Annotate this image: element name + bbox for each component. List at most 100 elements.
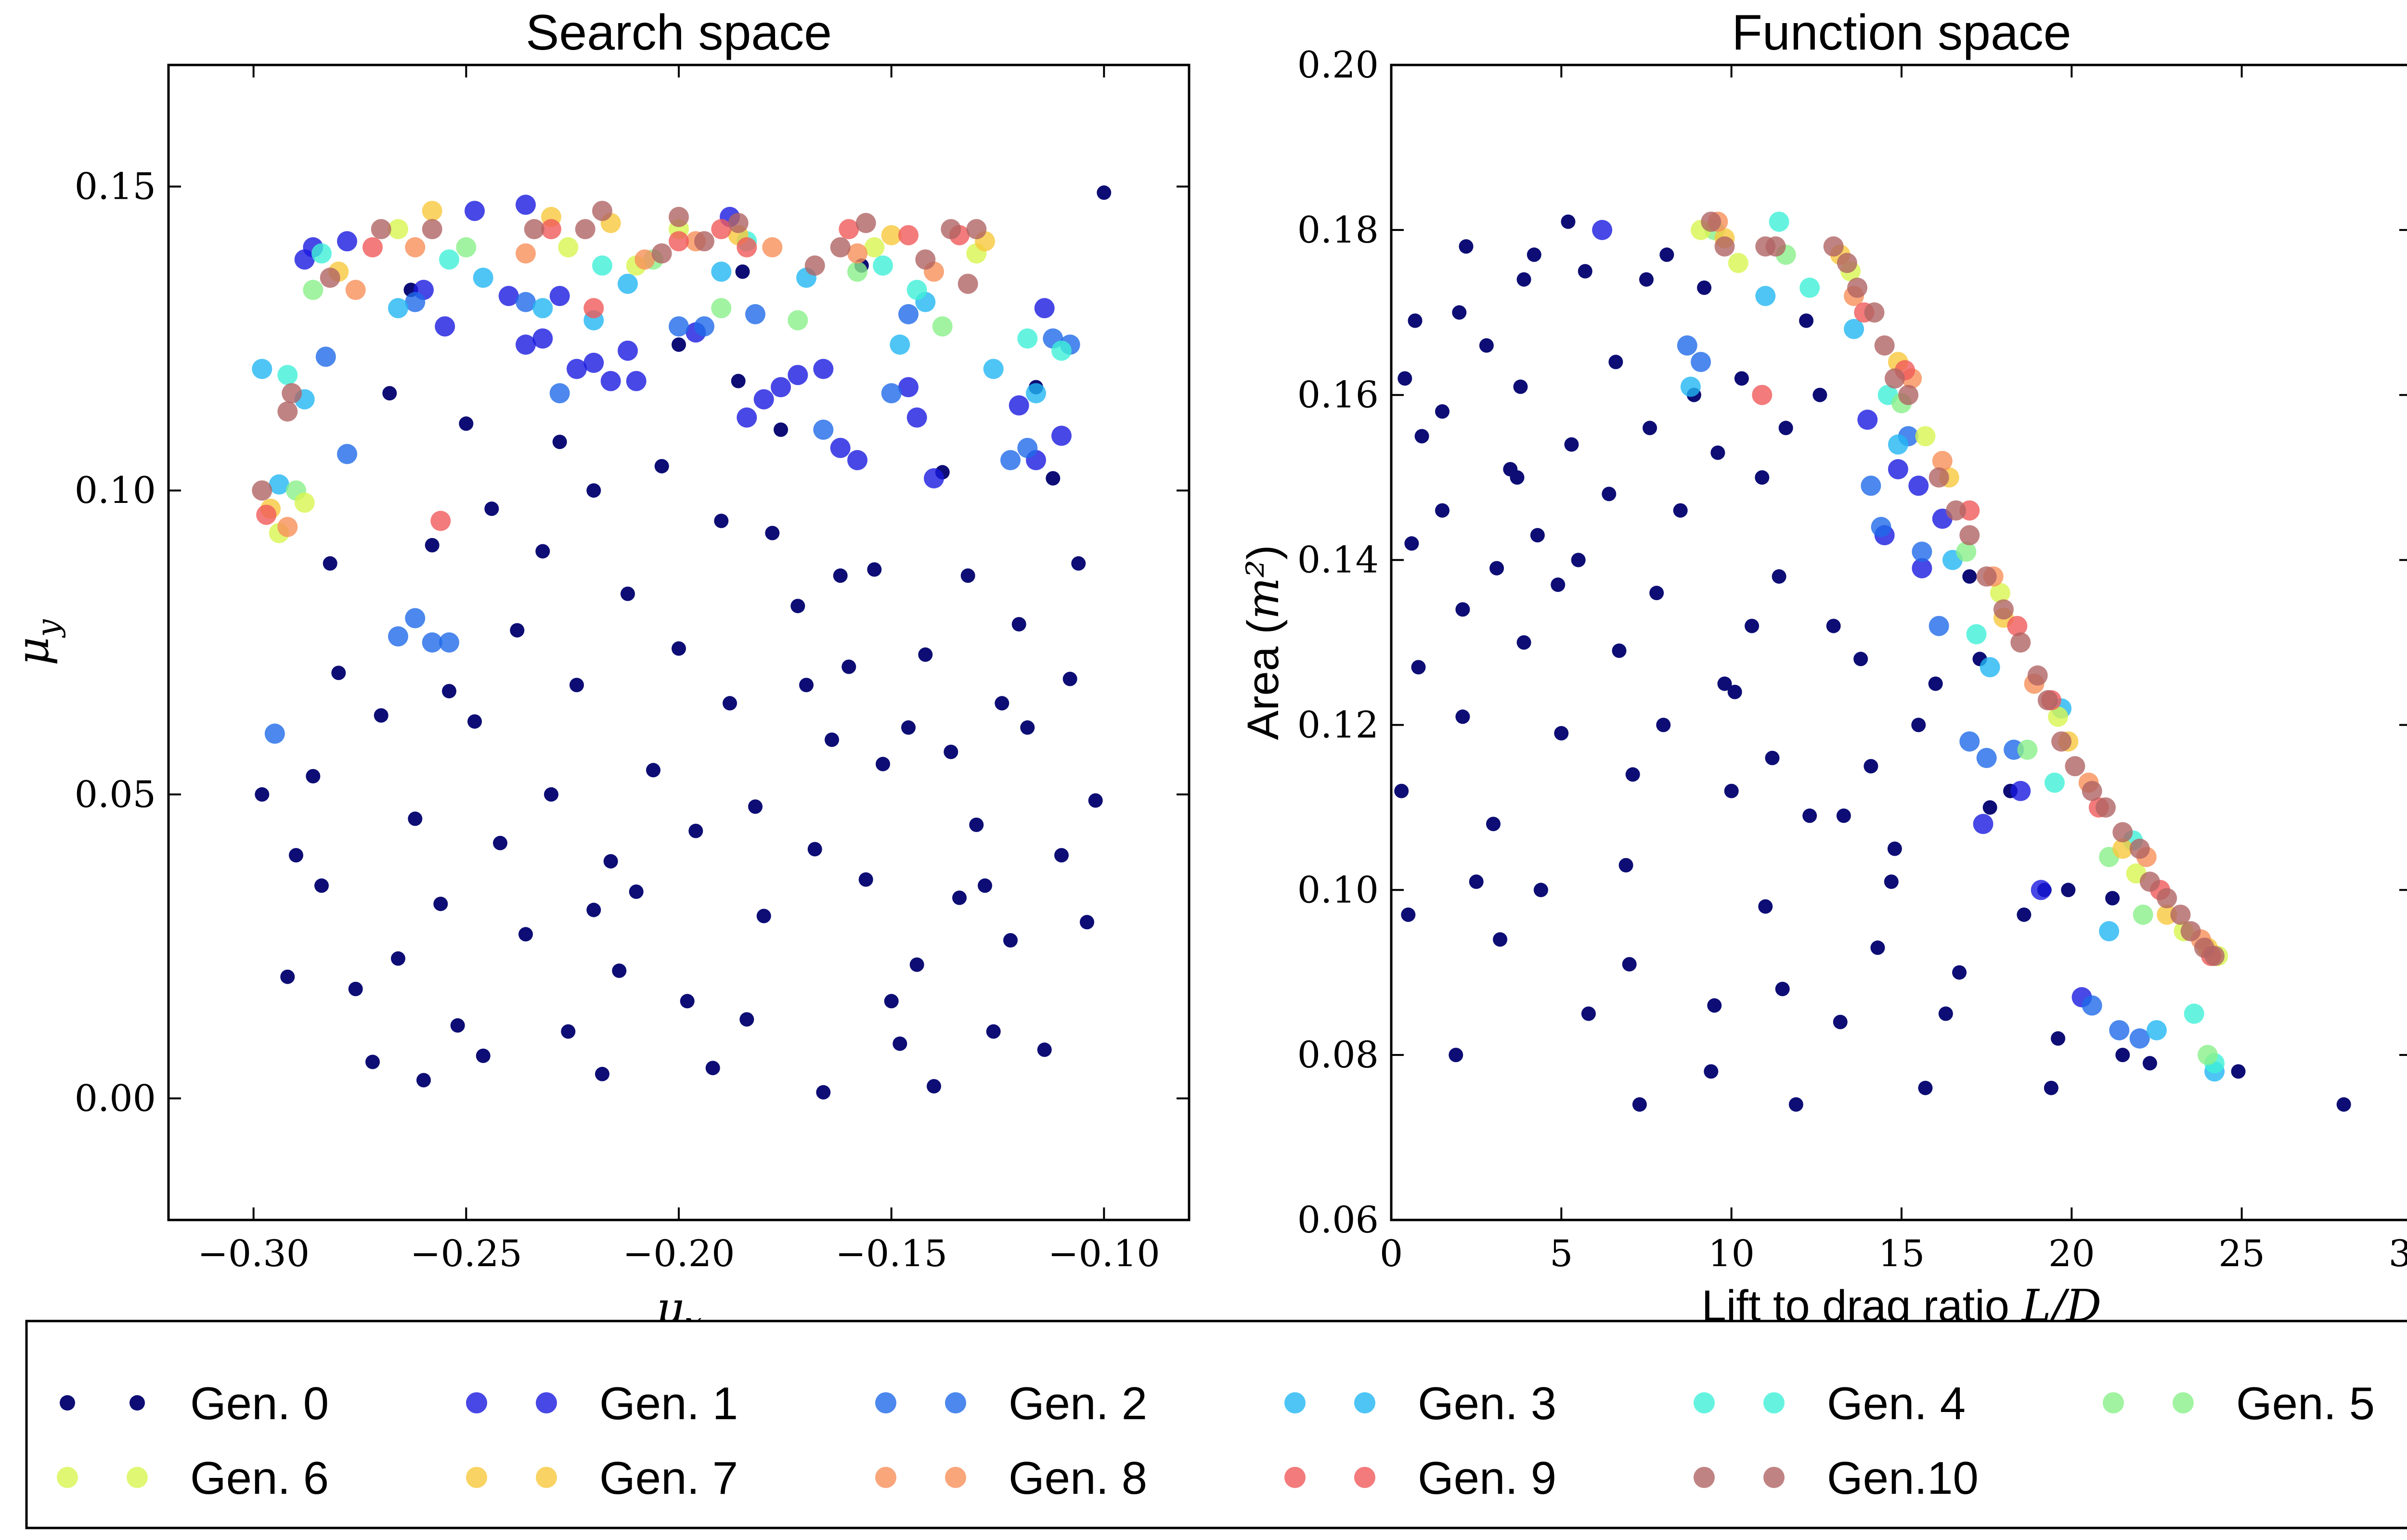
x-tick-label: 0: [1380, 1232, 1403, 1275]
data-point: [1080, 915, 1094, 930]
legend-marker: [536, 1392, 557, 1413]
data-point: [1625, 767, 1640, 782]
data-point: [442, 684, 456, 699]
series-gen5: [1704, 219, 2218, 1065]
data-point: [583, 298, 604, 319]
data-point: [1516, 272, 1531, 287]
data-point: [1054, 848, 1069, 863]
data-point: [465, 201, 485, 221]
data-point: [1928, 676, 1943, 691]
data-point: [1861, 475, 1881, 496]
data-point: [1677, 335, 1697, 356]
data-point: [762, 237, 783, 257]
x-tick-label: −0.30: [197, 1232, 310, 1275]
data-point: [1823, 236, 1844, 257]
data-point: [1724, 783, 1739, 798]
data-point: [1017, 437, 1038, 458]
data-point: [2157, 888, 2177, 909]
data-point: [1071, 556, 1086, 571]
data-point: [1932, 450, 1953, 471]
data-point: [2096, 797, 2116, 818]
data-point: [1564, 437, 1579, 452]
data-point: [1639, 272, 1654, 287]
y-tick-label: 0.06: [1297, 1198, 1379, 1241]
y-tick-label: 0.00: [75, 1077, 156, 1119]
data-point: [1887, 841, 1902, 856]
data-point: [626, 371, 647, 391]
data-point: [1632, 1097, 1647, 1112]
data-point: [388, 626, 408, 647]
legend-marker: [127, 1467, 148, 1488]
y-tick-label: 0.08: [1297, 1033, 1379, 1076]
data-point: [1009, 395, 1029, 416]
plot-frame: [1390, 64, 2407, 1221]
data-point: [890, 334, 910, 355]
legend-item: Gen. 5: [2103, 1378, 2375, 1429]
data-point: [269, 474, 289, 495]
data-point: [898, 377, 919, 398]
legend-label: Gen. 9: [1418, 1452, 1556, 1504]
data-point: [1618, 858, 1633, 873]
legend-item: Gen. 8: [875, 1452, 1147, 1504]
data-point: [1551, 578, 1566, 592]
chart-title: Search space: [526, 5, 832, 61]
data-point: [592, 255, 612, 276]
series-gen1: [1592, 219, 2092, 1008]
data-point: [1853, 652, 1868, 667]
data-point: [541, 219, 561, 240]
x-tick-label: −0.25: [410, 1232, 522, 1275]
data-point: [1959, 525, 1980, 546]
y-tick-label: 0.20: [1297, 43, 1379, 86]
x-tick-label: −0.20: [623, 1232, 735, 1275]
data-point: [1915, 426, 1936, 447]
data-point: [941, 219, 961, 240]
data-point: [484, 501, 499, 516]
data-point: [629, 884, 644, 899]
legend-marker: [536, 1467, 557, 1488]
data-point: [256, 504, 277, 525]
data-point: [280, 969, 295, 984]
data-point: [561, 1024, 576, 1039]
series-gen10: [1701, 211, 2225, 966]
data-point: [969, 817, 984, 832]
data-point: [830, 437, 851, 458]
data-point: [252, 359, 272, 379]
data-point: [493, 835, 507, 850]
data-point: [2065, 756, 2085, 777]
data-point: [1898, 385, 1919, 405]
data-point: [735, 264, 750, 279]
series-gen3: [252, 261, 1046, 495]
data-point: [1884, 874, 1899, 889]
data-point: [790, 599, 805, 614]
data-point: [788, 310, 808, 331]
data-point: [756, 909, 771, 924]
data-point: [371, 219, 391, 240]
data-point: [906, 280, 927, 300]
data-point: [1398, 371, 1412, 386]
data-point: [893, 1036, 907, 1051]
data-point: [1455, 709, 1470, 724]
data-point: [422, 219, 442, 240]
data-point: [1976, 566, 1997, 587]
data-point: [1966, 624, 1987, 644]
legend-marker: [1354, 1467, 1375, 1488]
data-point: [873, 255, 893, 276]
legend-marker: [945, 1467, 966, 1488]
data-point: [1973, 814, 1993, 834]
data-point: [1888, 434, 1908, 455]
data-point: [864, 237, 885, 257]
data-point: [909, 957, 924, 972]
data-point: [748, 799, 763, 814]
legend-marker: [945, 1392, 966, 1413]
data-point: [2017, 739, 2038, 760]
y-tick-label: 0.10: [1297, 868, 1379, 911]
data-point: [1697, 280, 1712, 295]
data-point: [745, 304, 765, 324]
data-point: [1656, 718, 1671, 732]
legend-marker: [1284, 1392, 1306, 1413]
data-point: [524, 219, 544, 240]
data-point: [1449, 1048, 1463, 1063]
data-point: [450, 1018, 465, 1033]
data-point: [405, 292, 426, 312]
